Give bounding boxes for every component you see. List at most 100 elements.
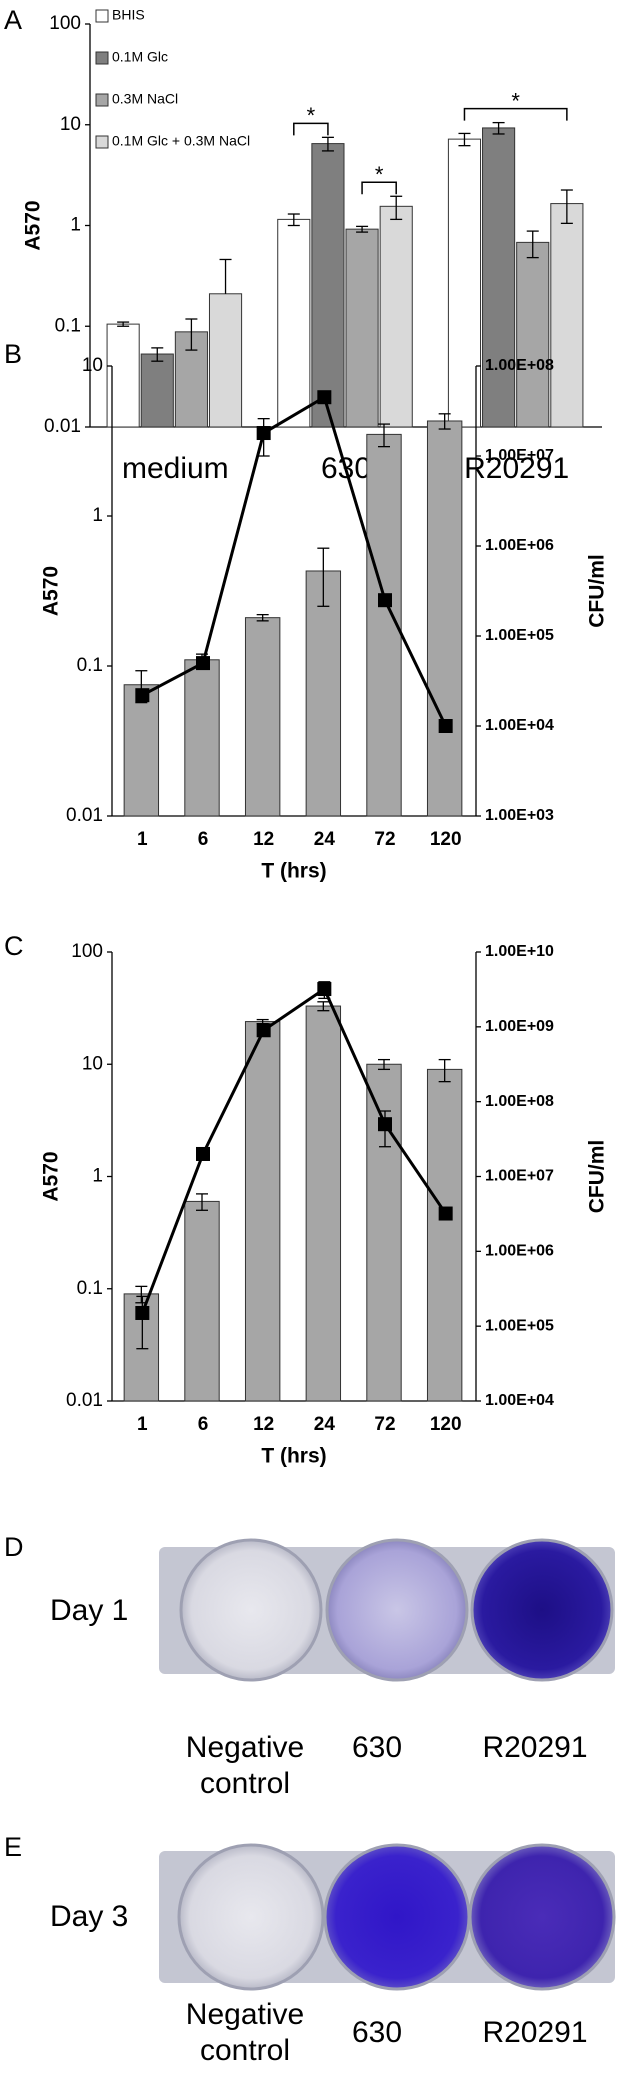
well-label: R20291 — [482, 1731, 588, 1764]
y2-tick-label: 1.00E+06 — [485, 1243, 554, 1260]
bar — [345, 228, 379, 428]
bar — [447, 138, 482, 428]
point — [256, 1023, 271, 1038]
legend: BHIS 0.1M Glc 0.3M NaCl 0.1M Glc + 0.3M NaC… — [95, 7, 250, 149]
y2-tick-label: 1.00E+09 — [485, 1018, 554, 1035]
bar — [550, 203, 584, 428]
annotation: * — [375, 162, 384, 187]
y2-tick-label: 1.00E+04 — [485, 1392, 554, 1409]
bar — [140, 353, 174, 428]
error-bar — [378, 1058, 390, 1071]
x-tick-label: 24 — [314, 1414, 336, 1435]
point — [135, 1305, 150, 1320]
y-tick-label: 0.1 — [55, 315, 81, 336]
y2-tick-label: 1.00E+05 — [485, 627, 554, 644]
y2-tick-label: 1.00E+07 — [485, 1168, 554, 1185]
bar — [426, 420, 463, 817]
well-label: 630 — [351, 2016, 403, 2049]
error-bar — [321, 136, 334, 152]
panel-label: C — [4, 931, 24, 961]
x-tick-label: 120 — [430, 1414, 462, 1435]
x-axis-title: T (hrs) — [261, 1445, 326, 1468]
x-tick-label: 1 — [137, 829, 148, 850]
row-label: Day 3 — [50, 1900, 129, 1933]
x-tick-label: 6 — [198, 829, 209, 850]
bracket — [293, 122, 329, 136]
x-tick-label: 12 — [253, 829, 274, 850]
y-tick-label: 10 — [82, 1053, 103, 1074]
error-bar — [136, 1295, 149, 1350]
annotation: * — [511, 88, 520, 113]
y2-tick-label: 1.00E+03 — [485, 807, 554, 824]
y2-tick-label: 1.00E+08 — [485, 357, 554, 374]
x-tick-label: 72 — [374, 1414, 395, 1435]
error-bar — [356, 225, 369, 233]
legend-label: BHIS — [112, 7, 145, 23]
error-bar — [458, 132, 471, 147]
y2-tick-label: 1.00E+07 — [485, 447, 554, 464]
point — [317, 390, 332, 405]
panel-label: A — [4, 5, 22, 35]
bar — [482, 127, 516, 428]
y-axis-title: A570 — [40, 1151, 63, 1201]
significance-bracket: * — [463, 88, 568, 121]
y2-tick-label: 1.00E+05 — [485, 1317, 554, 1334]
chart: C 0.01 0.1 1 10 100 1.00E+04 1.00E+05 1.00E+06 1.… — [4, 931, 609, 1467]
point — [317, 982, 332, 997]
point — [438, 719, 453, 733]
point — [196, 1146, 210, 1161]
row-label: Day 1 — [50, 1594, 129, 1627]
bar — [379, 205, 413, 428]
significance-bracket: * — [293, 103, 329, 136]
bar — [184, 659, 220, 817]
x-tick-label: 6 — [198, 1414, 209, 1435]
legend-swatch — [95, 51, 109, 65]
point — [196, 656, 210, 671]
error-bar — [317, 1001, 330, 1012]
bar — [244, 1021, 281, 1402]
x-tick-label: 24 — [314, 829, 336, 850]
bar — [244, 617, 281, 817]
y-tick-label: 10 — [82, 355, 103, 376]
bar — [305, 570, 342, 817]
y-tick-label: 0.01 — [44, 416, 81, 437]
error-bar — [378, 423, 390, 448]
error-bar — [196, 1193, 208, 1211]
bar — [516, 241, 550, 428]
x-tick-label: R20291 — [464, 452, 569, 485]
chart: B 0.01 0.1 1 10 1.00E+03 1.00E+04 1.00E+05 1.00E… — [4, 339, 609, 882]
bar — [123, 684, 160, 817]
y-tick-label: 1 — [70, 215, 81, 236]
legend-swatch — [95, 135, 109, 149]
error-bar — [438, 413, 451, 430]
y2-axis-title: CFU/ml — [586, 554, 609, 628]
y2-axis-title: CFU/ml — [586, 1140, 609, 1214]
point — [378, 593, 392, 608]
bar — [311, 143, 345, 428]
well-label: 630 — [351, 1731, 403, 1764]
error-bar — [492, 121, 505, 135]
legend-label: 0.1M Glc + 0.3M NaCl — [112, 133, 250, 149]
well-label: R20291 — [482, 2016, 588, 2049]
error-bar — [219, 258, 232, 294]
y2-tick-label: 1.00E+10 — [485, 943, 554, 960]
y2-tick-label: 1.00E+06 — [485, 537, 554, 554]
point — [256, 426, 271, 441]
x-tick-label: medium — [122, 452, 229, 485]
error-bar — [526, 230, 539, 259]
error-bar — [390, 195, 403, 221]
bar — [426, 1068, 463, 1402]
well-label: Negative control — [185, 1998, 305, 2067]
panel-label: D — [4, 1532, 24, 1562]
y-tick-label: 0.01 — [66, 805, 103, 826]
y-tick-label: 0.1 — [77, 655, 103, 676]
bar — [277, 218, 311, 428]
error-bar — [560, 189, 573, 225]
line — [140, 986, 447, 1314]
bar — [208, 293, 243, 428]
x-tick-label: 1 — [137, 1414, 148, 1435]
error-bar — [438, 1058, 451, 1083]
point — [438, 1206, 453, 1221]
